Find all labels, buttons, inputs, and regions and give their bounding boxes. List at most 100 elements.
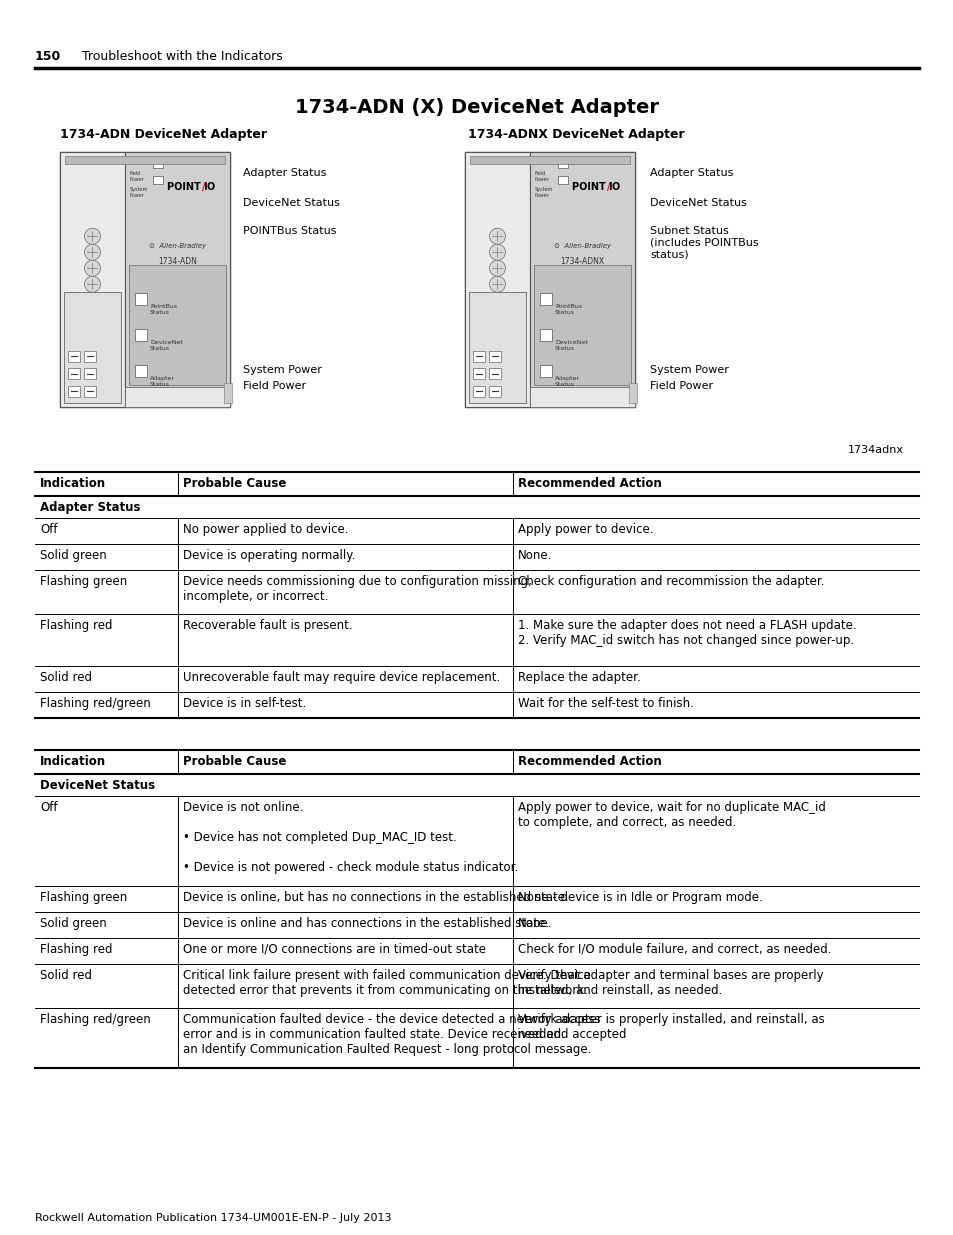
Text: Solid green: Solid green	[40, 918, 107, 930]
Text: 150: 150	[35, 49, 61, 63]
Bar	[125, 152, 230, 408]
Text: Recommended Action: Recommended Action	[517, 477, 661, 490]
Text: PointBus
Status: PointBus Status	[555, 304, 581, 315]
Bar	[489, 368, 500, 379]
Text: Troubleshoot with the Indicators: Troubleshoot with the Indicators	[82, 49, 282, 63]
Text: Probable Cause: Probable Cause	[183, 477, 286, 490]
Text: Wait for the self-test to finish.: Wait for the self-test to finish.	[517, 697, 693, 710]
Bar	[558, 177, 567, 184]
Text: Subnet Status
(includes POINTBus
status): Subnet Status (includes POINTBus status)	[649, 226, 758, 259]
Text: 1734adnx: 1734adnx	[847, 445, 903, 454]
Text: POINTBus Status: POINTBus Status	[243, 226, 336, 236]
Text: ⊙  Allen-Bradley: ⊙ Allen-Bradley	[149, 243, 206, 249]
Bar	[152, 161, 163, 168]
Bar	[530, 387, 635, 408]
Text: /: /	[202, 182, 205, 191]
Text: One or more I/O connections are in timed-out state: One or more I/O connections are in timed…	[183, 944, 485, 956]
Text: No power applied to device.: No power applied to device.	[183, 522, 348, 536]
Text: Flashing green: Flashing green	[40, 576, 127, 588]
Bar	[489, 351, 500, 362]
Text: Verify that adapter and terminal bases are properly
installed, and reinstall, as: Verify that adapter and terminal bases a…	[517, 969, 822, 997]
Text: Field Power: Field Power	[243, 382, 306, 391]
Bar	[84, 351, 96, 362]
Text: Flashing red: Flashing red	[40, 944, 112, 956]
Circle shape	[489, 261, 505, 277]
Text: Device is operating normally.: Device is operating normally.	[183, 550, 355, 562]
Bar	[539, 366, 552, 377]
Text: Device is not online.

• Device has not completed Dup_MAC_ID test.

• Device is : Device is not online. • Device has not c…	[183, 802, 517, 874]
Text: 1734-ADNX: 1734-ADNX	[559, 257, 604, 266]
Text: Probable Cause: Probable Cause	[183, 755, 286, 768]
Circle shape	[489, 277, 505, 293]
Text: 1734-ADNX DeviceNet Adapter: 1734-ADNX DeviceNet Adapter	[468, 128, 684, 141]
Bar	[125, 387, 230, 408]
Text: POINT I: POINT I	[167, 182, 208, 191]
Bar	[84, 368, 96, 379]
Bar	[464, 152, 635, 408]
Text: ⊙  Allen-Bradley: ⊙ Allen-Bradley	[554, 243, 611, 249]
Text: Recommended Action: Recommended Action	[517, 755, 661, 768]
Text: Device is in self-test.: Device is in self-test.	[183, 697, 306, 710]
Bar	[469, 293, 525, 403]
Text: POINT I: POINT I	[572, 182, 612, 191]
Bar	[60, 152, 125, 408]
Bar	[470, 156, 629, 164]
Text: Solid red: Solid red	[40, 969, 91, 982]
Text: PointBus
Status: PointBus Status	[150, 304, 177, 315]
Bar	[84, 385, 96, 396]
Bar	[135, 329, 147, 341]
Bar	[539, 293, 552, 305]
Bar	[473, 368, 484, 379]
Text: Field
Power: Field Power	[130, 170, 145, 182]
Bar	[135, 293, 147, 305]
Text: System
Power: System Power	[535, 186, 553, 198]
Text: System Power: System Power	[243, 366, 321, 375]
Bar	[473, 385, 484, 396]
Text: DeviceNet
Status: DeviceNet Status	[555, 340, 587, 351]
Circle shape	[489, 228, 505, 245]
Text: DeviceNet Status: DeviceNet Status	[243, 198, 339, 207]
Text: 1734-ADN (X) DeviceNet Adapter: 1734-ADN (X) DeviceNet Adapter	[294, 98, 659, 117]
Text: Apply power to device, wait for no duplicate MAC_id
to complete, and correct, as: Apply power to device, wait for no dupli…	[517, 802, 825, 829]
Text: O: O	[612, 182, 619, 191]
Text: None - device is in Idle or Program mode.: None - device is in Idle or Program mode…	[517, 890, 762, 904]
Bar	[135, 366, 147, 377]
Bar	[152, 177, 163, 184]
Text: None.: None.	[517, 918, 552, 930]
Circle shape	[85, 228, 100, 245]
Text: None.: None.	[517, 550, 552, 562]
Text: Solid red: Solid red	[40, 671, 91, 684]
Text: Apply power to device.: Apply power to device.	[517, 522, 653, 536]
Text: Field
Power: Field Power	[535, 170, 549, 182]
Text: Recoverable fault is present.: Recoverable fault is present.	[183, 619, 353, 632]
Circle shape	[85, 277, 100, 293]
Text: Adapter Status: Adapter Status	[243, 168, 326, 178]
Circle shape	[85, 245, 100, 261]
Bar	[129, 266, 226, 385]
Text: Off: Off	[40, 802, 57, 814]
Text: Critical link failure present with failed communication device. Device
detected : Critical link failure present with faile…	[183, 969, 590, 997]
Text: Check for I/O module failure, and correct, as needed.: Check for I/O module failure, and correc…	[517, 944, 831, 956]
Text: Indication: Indication	[40, 755, 106, 768]
Circle shape	[85, 261, 100, 277]
Text: Flashing red/green: Flashing red/green	[40, 697, 151, 710]
Text: Device is online, but has no connections in the established state.: Device is online, but has no connections…	[183, 890, 568, 904]
Text: Solid green: Solid green	[40, 550, 107, 562]
Bar	[65, 156, 225, 164]
Text: Device is online and has connections in the established state.: Device is online and has connections in …	[183, 918, 549, 930]
Text: Check configuration and recommission the adapter.: Check configuration and recommission the…	[517, 576, 823, 588]
Text: DeviceNet
Status: DeviceNet Status	[150, 340, 183, 351]
Text: System Power: System Power	[649, 366, 728, 375]
Text: 1. Make sure the adapter does not need a FLASH update.
2. Verify MAC_id switch h: 1. Make sure the adapter does not need a…	[517, 619, 856, 647]
Text: /: /	[606, 182, 610, 191]
Bar	[473, 351, 484, 362]
Bar	[628, 383, 637, 403]
Text: 1734-ADN: 1734-ADN	[158, 257, 196, 266]
Text: DeviceNet Status: DeviceNet Status	[649, 198, 746, 207]
Text: DeviceNet Status: DeviceNet Status	[40, 779, 155, 792]
Text: Replace the adapter.: Replace the adapter.	[517, 671, 640, 684]
Bar	[68, 351, 80, 362]
Text: Indication: Indication	[40, 477, 106, 490]
Bar	[489, 385, 500, 396]
Text: Field Power: Field Power	[649, 382, 713, 391]
